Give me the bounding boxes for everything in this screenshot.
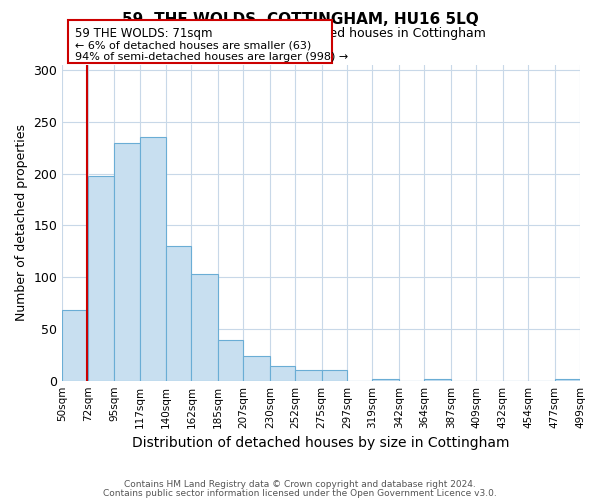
Bar: [373, 378, 399, 380]
Bar: [62, 310, 88, 380]
Bar: [114, 142, 140, 380]
Text: 59, THE WOLDS, COTTINGHAM, HU16 5LQ: 59, THE WOLDS, COTTINGHAM, HU16 5LQ: [122, 12, 478, 28]
Bar: [270, 366, 295, 380]
Bar: [424, 378, 451, 380]
Text: Contains public sector information licensed under the Open Government Licence v3: Contains public sector information licen…: [103, 488, 497, 498]
Text: Size of property relative to detached houses in Cottingham: Size of property relative to detached ho…: [115, 28, 485, 40]
X-axis label: Distribution of detached houses by size in Cottingham: Distribution of detached houses by size …: [133, 436, 510, 450]
Bar: [191, 274, 218, 380]
Bar: [88, 176, 114, 380]
Bar: [554, 378, 580, 380]
Bar: [322, 370, 347, 380]
Bar: [295, 370, 322, 380]
Text: ← 6% of detached houses are smaller (63): ← 6% of detached houses are smaller (63): [76, 40, 312, 50]
Bar: [140, 138, 166, 380]
Y-axis label: Number of detached properties: Number of detached properties: [15, 124, 28, 322]
Bar: [166, 246, 191, 380]
Text: 59 THE WOLDS: 71sqm: 59 THE WOLDS: 71sqm: [76, 28, 213, 40]
Bar: [244, 356, 270, 380]
Text: 94% of semi-detached houses are larger (998) →: 94% of semi-detached houses are larger (…: [76, 52, 349, 62]
Text: Contains HM Land Registry data © Crown copyright and database right 2024.: Contains HM Land Registry data © Crown c…: [124, 480, 476, 489]
Bar: [218, 340, 244, 380]
